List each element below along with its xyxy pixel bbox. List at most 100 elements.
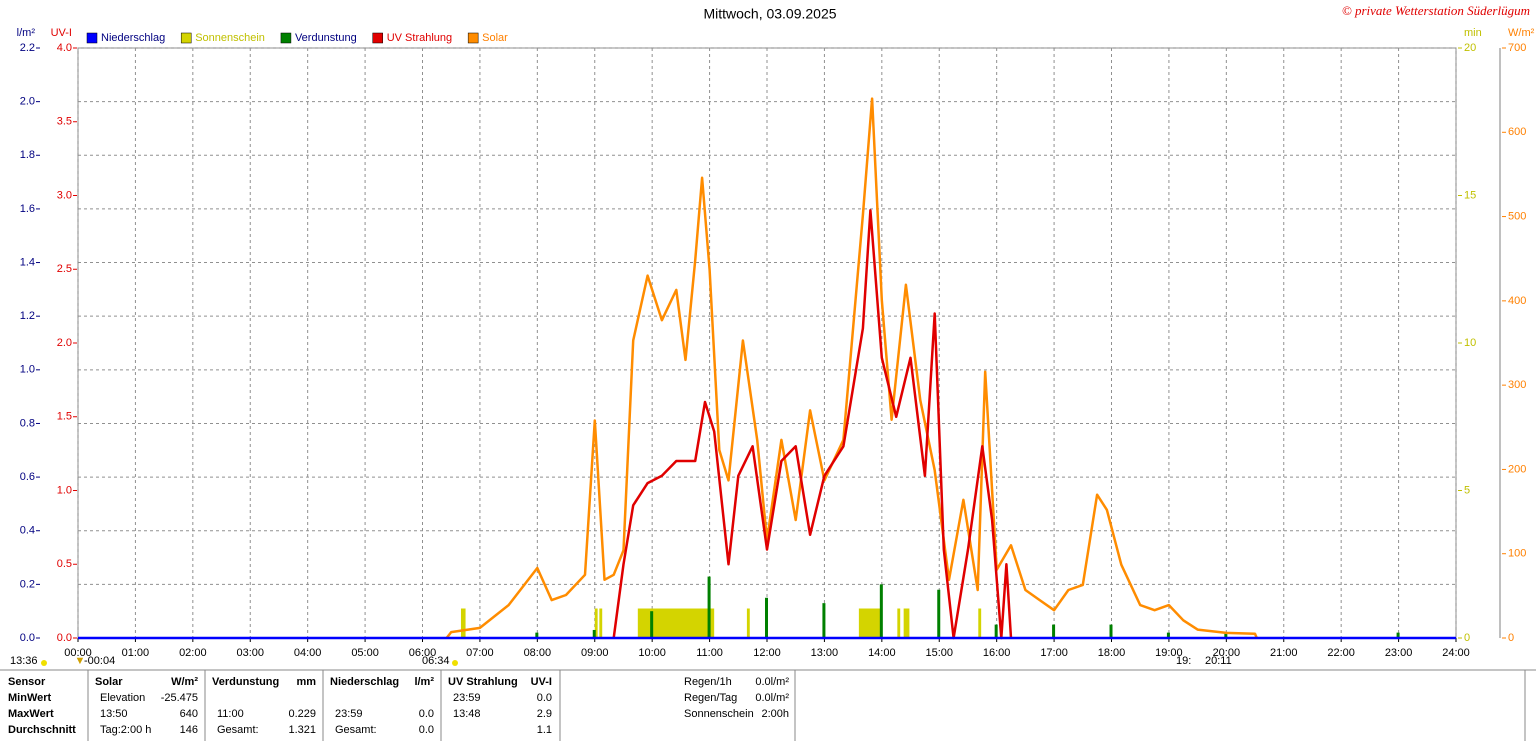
x-tick-label: 04:00 [294,647,322,659]
x-tick-label: 19:00 [1155,647,1183,659]
table-cell: 13:48 [453,708,481,720]
x-tick-label: 02:00 [179,647,207,659]
x-tick-label: 03:00 [236,647,264,659]
table-cell: MinWert [8,692,52,704]
series-line [612,209,1013,640]
evaporation-bar [707,576,711,638]
x-tick-label: 15:00 [925,647,953,659]
legend-label: Verdunstung [295,32,357,44]
x-tick-label: 24:00 [1442,647,1470,659]
table-cell: 13:50 [100,708,128,720]
summary-value: 0.0l/m² [755,692,789,704]
y2-tick-label: 1.0 [57,484,72,496]
table-cell: 1.321 [288,724,316,736]
table-cell: Tag:2:00 h [100,724,151,736]
y3-tick-label: 10 [1464,337,1476,349]
x-tick-label: 20:00 [1213,647,1241,659]
table-cell: W/m² [171,676,198,688]
table-cell: mm [296,676,316,688]
legend-swatch [280,32,292,44]
y2-tick-label: 4.0 [57,42,72,54]
legend-swatch [86,32,98,44]
y4-tick-label: 500 [1508,210,1526,222]
table-cell: l/m² [414,676,434,688]
y3-tick-label: 20 [1464,42,1476,54]
table-cell: UV-I [531,676,552,688]
table-cell: Gesamt: [335,724,377,736]
x-tick-label: 18:00 [1098,647,1126,659]
x-tick-label: 14:00 [868,647,896,659]
sunset-time: 19: [1176,655,1191,667]
x-tick-label: 17:00 [1040,647,1068,659]
x-tick-label: 11:00 [696,647,723,659]
moon-dot [41,660,47,666]
y2-tick-label: 0.0 [57,632,72,644]
x-tick-label: 12:00 [753,647,781,659]
table-cell: MaxWert [8,708,54,720]
table-cell: Solar [95,676,123,688]
evaporation-bar [765,597,768,638]
legend-swatch [467,32,479,44]
table-cell: Durchschnitt [8,724,76,736]
x-tick-label: 06:00 [409,647,437,659]
table-cell: 0.0 [419,724,434,736]
y4-tick-label: 300 [1508,379,1526,391]
marker: ▼ [75,655,86,667]
table-cell: 1.1 [537,724,552,736]
sunshine-bar [594,608,598,638]
evaporation-bar [592,629,596,638]
table-cell: Sensor [8,676,46,688]
y3-axis-label: min [1464,27,1482,39]
x-tick-label: 09:00 [581,647,609,659]
summary-label: Regen/Tag [684,692,737,704]
table-cell: Elevation [100,692,145,704]
legend-label: Niederschlag [101,32,165,44]
evaporation-bar [994,624,998,638]
midnight-time: -00:04 [84,655,115,667]
y3-tick-label: 15 [1464,189,1476,201]
table-cell: Gesamt: [217,724,259,736]
table-cell: 23:59 [335,708,363,720]
y-axis-label: l/m² [17,27,36,39]
legend-label: UV Strahlung [387,32,452,44]
y4-tick-label: 100 [1508,548,1526,560]
y-tick-label: 1.6 [20,203,35,215]
x-tick-label: 23:00 [1385,647,1413,659]
copyright: © private Wetterstation Süderlügum [1342,3,1530,18]
y4-tick-label: 400 [1508,295,1526,307]
y4-tick-label: 200 [1508,463,1526,475]
x-tick-label: 05:00 [351,647,379,659]
y-tick-label: 2.2 [20,42,35,54]
y-tick-label: 0.4 [20,525,35,537]
y4-tick-label: 0 [1508,632,1514,644]
y4-tick-label: 600 [1508,126,1526,138]
y2-tick-label: 2.5 [57,263,72,275]
y-tick-label: 2.0 [20,96,35,108]
x-tick-label: 16:00 [983,647,1011,659]
evaporation-bar [1224,632,1228,638]
table-cell: 640 [180,708,198,720]
sunshine-bar [599,608,603,638]
legend-swatch [372,32,383,44]
sunrise-time: 06:34 [422,655,450,667]
sunshine-bar [858,608,881,638]
evaporation-bar [1396,632,1400,638]
sunshine-bar [897,608,901,638]
evaporation-bar [822,603,826,638]
moonrise-time: 13:36 [10,655,38,667]
stats-table: Sensor Solar W/m² Verdunstung mm Niederschlag… [0,669,1536,741]
x-tick-label: 08:00 [524,647,552,659]
table-cell: 146 [180,724,198,736]
summary-label: Regen/1h [684,676,732,688]
table-cell: Verdunstung [212,676,279,688]
evaporation-bar [1109,624,1113,638]
legend-swatch [180,32,192,44]
table-cell: 2.9 [537,708,552,720]
y3-tick-label: 5 [1464,484,1470,496]
table-cell: 0.0 [537,692,552,704]
sunshine-bar [978,608,982,638]
table-cell: 0.0 [419,708,434,720]
y-tick-label: 0.8 [20,417,35,429]
x-tick-label: 22:00 [1327,647,1355,659]
y-tick-label: 1.8 [20,149,35,161]
